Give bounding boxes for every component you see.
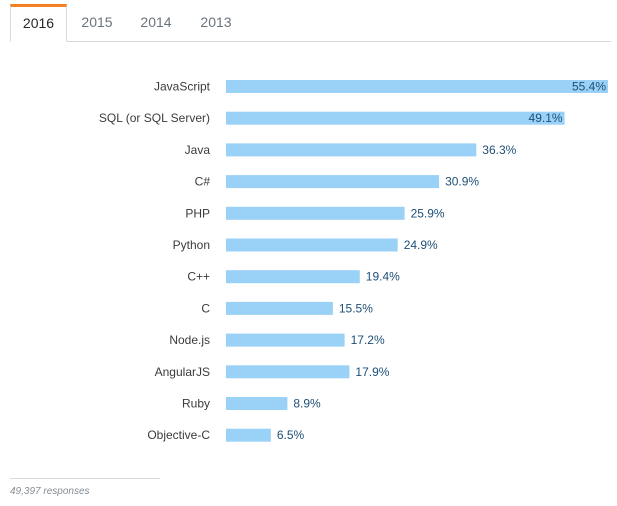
bar — [226, 428, 271, 442]
bar — [226, 143, 477, 157]
value-label: 30.9% — [445, 175, 479, 189]
tab-2014[interactable]: 2014 — [140, 14, 172, 30]
value-label: 15.5% — [339, 301, 373, 315]
category-label: JavaScript — [154, 80, 211, 94]
responses-count: 49,397 responses — [10, 486, 90, 497]
value-label: 36.3% — [482, 143, 516, 157]
bar — [226, 365, 350, 379]
language-bar-chart: JavaScript 55.4% SQL (or SQL Server) 49.1% J… — [99, 80, 608, 442]
bar — [226, 175, 440, 189]
value-label: 25.9% — [411, 206, 445, 220]
category-label: Ruby — [182, 397, 210, 411]
tab-2015[interactable]: 2015 — [81, 14, 113, 30]
category-label: Java — [185, 143, 211, 157]
bar — [226, 206, 405, 220]
bar — [226, 111, 565, 125]
bar — [226, 301, 333, 315]
category-label: C — [201, 301, 210, 315]
category-label: AngularJS — [155, 365, 210, 379]
footer-divider — [10, 478, 160, 479]
value-label: 49.1% — [529, 111, 563, 125]
year-tabs: 2016 2015 2014 2013 — [10, 0, 611, 42]
category-label: C# — [195, 175, 211, 189]
value-label: 17.9% — [355, 365, 389, 379]
category-label: SQL (or SQL Server) — [99, 111, 210, 125]
value-label: 17.2% — [351, 333, 385, 347]
bar — [226, 333, 345, 347]
value-label: 55.4% — [572, 80, 606, 94]
value-label: 6.5% — [277, 428, 305, 442]
category-label: C++ — [187, 270, 210, 284]
value-label: 8.9% — [293, 397, 321, 411]
bar — [226, 80, 608, 93]
category-label: Objective-C — [147, 428, 210, 442]
category-label: PHP — [185, 206, 210, 220]
category-label: Python — [173, 238, 210, 252]
bar — [226, 397, 288, 410]
tab-2016[interactable]: 2016 — [10, 4, 67, 42]
bar — [226, 270, 360, 284]
value-label: 24.9% — [404, 238, 438, 252]
bar — [226, 238, 398, 252]
category-label: Node.js — [169, 333, 210, 347]
value-label: 19.4% — [366, 270, 400, 284]
tab-2013[interactable]: 2013 — [200, 14, 232, 30]
